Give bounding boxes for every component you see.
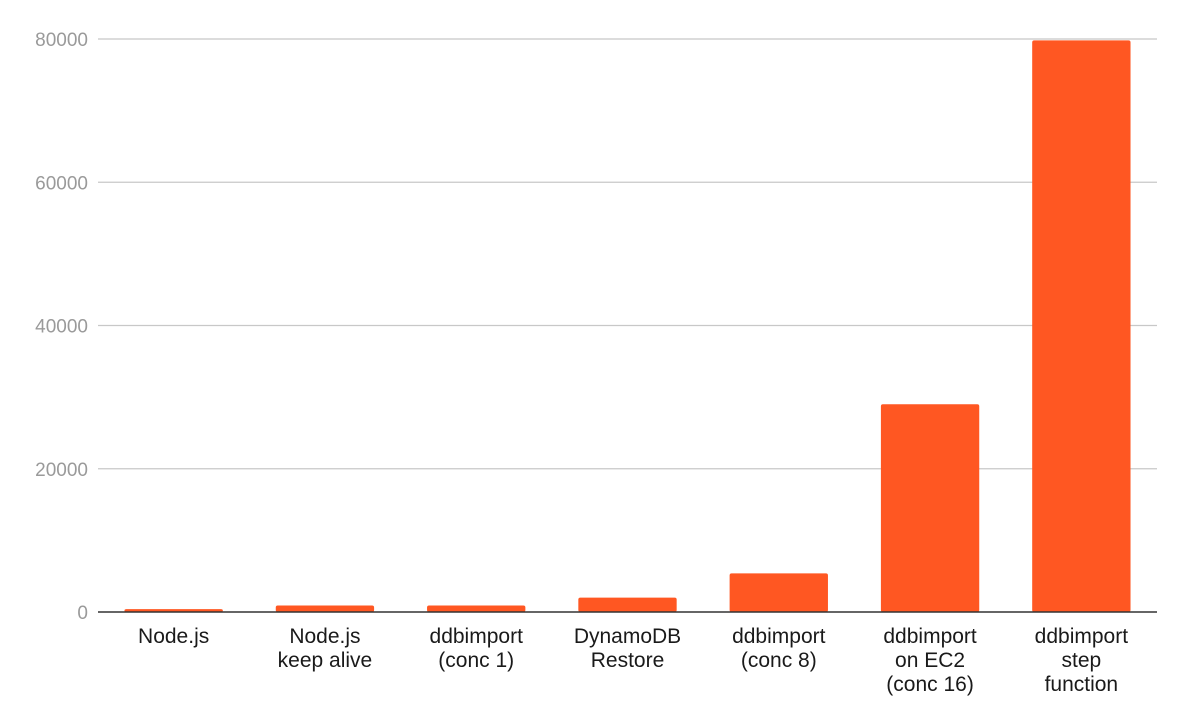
bar <box>578 597 677 612</box>
x-category-label: DynamoDB Restore <box>574 625 681 672</box>
x-category-label-line: ddbimport <box>883 625 977 648</box>
x-category-label: ddbimport step function <box>1035 625 1129 696</box>
bar <box>729 573 828 612</box>
x-category-label: ddbimport (conc 8) <box>732 625 826 672</box>
x-category-label-line: step <box>1062 649 1102 672</box>
x-category-label: Node.js <box>138 625 209 648</box>
bar <box>880 404 980 612</box>
x-category-label-line: Node.js <box>138 625 209 648</box>
y-tick-label: 40000 <box>35 317 88 338</box>
x-category-label-line: ddbimport <box>430 625 524 648</box>
x-category-label-line: ddbimport <box>732 625 826 648</box>
x-category-label-line: ddbimport <box>1035 625 1129 648</box>
x-category-label-line: (conc 16) <box>886 673 974 696</box>
x-category-label: ddbimport on EC2 (conc 16) <box>883 625 977 696</box>
gridlines <box>98 38 1157 470</box>
x-category-label-line: function <box>1045 673 1119 696</box>
bars <box>124 40 1131 613</box>
y-tick-label: 60000 <box>35 173 88 194</box>
x-category-label: Node.js keep alive <box>278 625 373 672</box>
x-category-label-line: Restore <box>591 649 665 672</box>
y-axis-tick-labels: 0 20000 40000 60000 80000 <box>35 30 88 624</box>
x-category-label: ddbimport (conc 1) <box>430 625 524 672</box>
bar <box>1032 40 1131 613</box>
x-category-label-line: DynamoDB <box>574 625 681 648</box>
y-tick-label: 80000 <box>35 30 88 51</box>
x-category-label-line: (conc 8) <box>741 649 817 672</box>
y-tick-label: 20000 <box>35 460 88 481</box>
x-category-label-line: (conc 1) <box>438 649 514 672</box>
bar <box>427 605 526 612</box>
x-category-label-line: Node.js <box>289 625 360 648</box>
x-category-label-line: on EC2 <box>895 649 965 672</box>
bar <box>275 605 375 612</box>
y-tick-label: 0 <box>77 603 88 624</box>
x-category-label-line: keep alive <box>278 649 373 672</box>
